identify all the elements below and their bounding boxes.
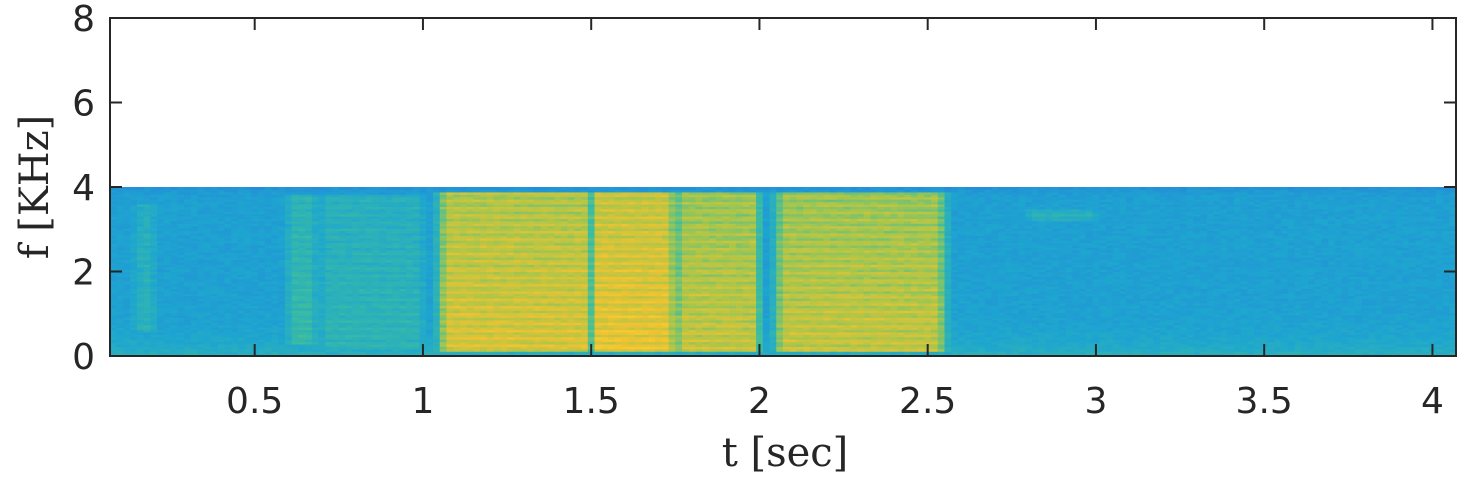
heatmap-cell bbox=[285, 187, 292, 190]
heatmap-cell bbox=[440, 187, 447, 190]
heatmap-cell bbox=[500, 187, 507, 190]
heatmap-cell bbox=[130, 187, 137, 190]
heatmap-cell bbox=[157, 187, 164, 190]
heatmap-cell bbox=[150, 187, 157, 190]
heatmap-cell bbox=[319, 187, 326, 190]
heatmap-cell bbox=[460, 187, 467, 190]
heatmap-cell bbox=[144, 187, 151, 190]
heatmap-cell bbox=[197, 187, 204, 190]
heatmap-cell bbox=[568, 187, 575, 190]
heatmap-cell bbox=[554, 187, 561, 190]
heatmap-cell bbox=[453, 187, 460, 190]
heatmap-cell bbox=[359, 187, 366, 190]
heatmap-cell bbox=[480, 187, 487, 190]
heatmap-cell bbox=[413, 187, 420, 190]
heatmap-cell bbox=[399, 187, 406, 190]
heatmap-cell bbox=[473, 187, 480, 190]
heatmap-cell bbox=[224, 187, 231, 190]
heatmap-cell bbox=[191, 187, 198, 190]
heatmap-cell bbox=[447, 187, 454, 190]
heatmap-cell bbox=[278, 187, 285, 190]
heatmap-cell bbox=[426, 187, 433, 190]
heatmap-cell bbox=[514, 187, 521, 190]
heatmap-cell bbox=[298, 187, 305, 190]
heatmap-cell bbox=[137, 187, 144, 190]
plot-area bbox=[110, 18, 1457, 357]
heatmap-layer bbox=[110, 187, 1457, 357]
heatmap-cell bbox=[346, 187, 353, 190]
heatmap-cell bbox=[534, 187, 541, 190]
heatmap-cell bbox=[433, 187, 440, 190]
heatmap-cell bbox=[258, 187, 265, 190]
heatmap-cell bbox=[521, 187, 528, 190]
heatmap-cell bbox=[218, 187, 225, 190]
heatmap-cell bbox=[393, 187, 400, 190]
heatmap-cell bbox=[574, 187, 581, 190]
heatmap-cell bbox=[292, 187, 299, 190]
heatmap-cell bbox=[420, 187, 427, 190]
heatmap-cell bbox=[272, 187, 279, 190]
heatmap-cell bbox=[406, 187, 413, 190]
heatmap-cell bbox=[265, 187, 272, 190]
heatmap-cell bbox=[312, 187, 319, 190]
heatmap-cell bbox=[366, 187, 373, 190]
heatmap-cell bbox=[231, 187, 238, 190]
heatmap-cell bbox=[507, 187, 514, 190]
heatmap-cell bbox=[164, 187, 171, 190]
heatmap-cell bbox=[561, 187, 568, 190]
heatmap-cell bbox=[372, 187, 379, 190]
heatmap-cell bbox=[379, 187, 386, 190]
heatmap-cell bbox=[171, 187, 178, 190]
heatmap-cell bbox=[204, 187, 211, 190]
heatmap-cell bbox=[211, 187, 218, 190]
heatmap-cell bbox=[386, 187, 393, 190]
heatmap-cell bbox=[325, 187, 332, 190]
heatmap-cell bbox=[184, 187, 191, 190]
heatmap-cell bbox=[238, 187, 245, 190]
heatmap-cell bbox=[339, 187, 346, 190]
heatmap-cell bbox=[581, 187, 588, 190]
heatmap-cell bbox=[467, 187, 474, 190]
heatmap-cell bbox=[123, 187, 130, 190]
heatmap-cell bbox=[527, 187, 534, 190]
heatmap-cell bbox=[541, 187, 548, 190]
heatmap-cell bbox=[332, 187, 339, 190]
heatmap-cell bbox=[305, 187, 312, 190]
heatmap-cell bbox=[245, 187, 252, 190]
heatmap-cell bbox=[494, 187, 501, 190]
heatmap-cell bbox=[547, 187, 554, 190]
heatmap-cell bbox=[251, 187, 258, 190]
heatmap-cell bbox=[487, 187, 494, 190]
heatmap-cell bbox=[177, 187, 184, 190]
heatmap-cell bbox=[352, 187, 359, 190]
